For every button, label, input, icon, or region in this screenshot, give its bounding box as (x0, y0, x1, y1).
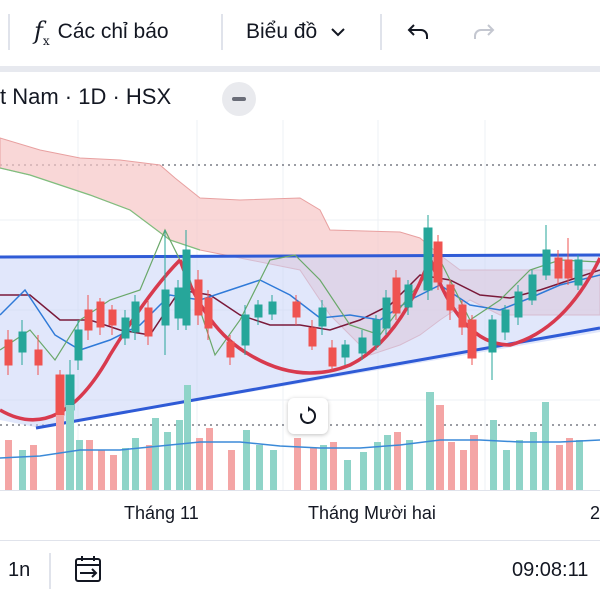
candle-up (358, 337, 367, 354)
candle-up (182, 249, 191, 326)
candle-up (318, 307, 327, 327)
symbol-legend[interactable]: t Nam · 1D · HSX (0, 84, 172, 109)
candle-down (467, 319, 477, 359)
candle-up (65, 374, 75, 411)
candle-up (542, 249, 551, 276)
candle-up (161, 289, 170, 326)
indicators-button[interactable]: fx Các chỉ báo (34, 14, 169, 50)
time-tick: Tháng Mười hai (308, 503, 436, 523)
candle-up (423, 227, 433, 291)
candle-down (226, 341, 235, 358)
candle-down (458, 304, 467, 328)
toolbar-divider (380, 14, 382, 50)
candle-down (554, 257, 563, 279)
bottom-bar: 1n 09:08:11 (0, 540, 600, 601)
candle-down (564, 259, 573, 279)
tenkan-line (0, 274, 600, 351)
candle-up (174, 287, 183, 319)
toolbar-divider (221, 14, 223, 50)
undo-button[interactable] (404, 14, 432, 50)
candle-down (392, 277, 401, 314)
candle-up (74, 329, 83, 361)
time-tick: 2 (590, 503, 600, 523)
rotate-icon (300, 406, 317, 424)
chart-type-button[interactable]: Biểu đồ (246, 14, 347, 50)
candle-up (488, 319, 497, 353)
toolbar-divider (8, 14, 10, 50)
top-toolbar: fx Các chỉ báo Biểu đồ (0, 0, 600, 66)
time-tick: Tháng 11 (124, 503, 199, 523)
bottom-divider (49, 553, 51, 589)
candle-up (241, 314, 250, 346)
chart-type-label: Biểu đồ (246, 20, 318, 43)
candle-down (4, 339, 13, 366)
chikou-line (0, 228, 600, 362)
candle-down (108, 309, 117, 326)
candle-down (433, 241, 443, 283)
candle-down (446, 284, 455, 311)
calendar-goto-icon[interactable] (72, 553, 106, 587)
interval-1n[interactable]: 1n (8, 559, 31, 581)
candle-up (121, 317, 130, 339)
candle-down (144, 307, 153, 337)
clock-readout: 09:08:11 (512, 559, 589, 581)
volume-bars (5, 385, 583, 490)
candle-up (528, 274, 537, 301)
candle-up (501, 309, 510, 333)
candle-down (84, 309, 93, 331)
resistance-line (0, 253, 600, 259)
candle-down (96, 301, 105, 328)
undo-icon (407, 24, 428, 39)
candle-up (372, 319, 381, 346)
candle-up (254, 304, 263, 318)
collapse-legend-button[interactable] (222, 82, 256, 116)
candle-down (308, 327, 317, 347)
candles (4, 215, 583, 420)
candle-up (18, 331, 27, 353)
candle-up (382, 297, 391, 329)
toolbar-separator (0, 66, 600, 72)
candle-up (514, 291, 523, 318)
function-fx-icon: fx (34, 16, 50, 48)
candle-up (131, 301, 140, 333)
redo-button[interactable] (470, 14, 498, 50)
candle-down (204, 297, 213, 329)
volume-ma-line (0, 439, 600, 459)
reset-chart-button[interactable] (288, 398, 328, 434)
candle-down (55, 374, 65, 416)
candle-up (574, 259, 583, 286)
indicators-label: Các chỉ báo (57, 20, 169, 43)
candle-up (404, 284, 413, 308)
chevron-down-icon (331, 28, 345, 37)
candle-up (341, 344, 350, 358)
redo-icon (474, 24, 495, 39)
candle-down (194, 279, 203, 316)
candle-down (292, 301, 301, 318)
cup-curve (0, 258, 182, 422)
candle-down (34, 349, 43, 366)
time-axis[interactable]: Tháng 11 Tháng Mười hai 2 (0, 490, 600, 535)
candle-down (328, 347, 337, 367)
candle-up (268, 301, 277, 315)
price-chart[interactable] (0, 120, 600, 490)
